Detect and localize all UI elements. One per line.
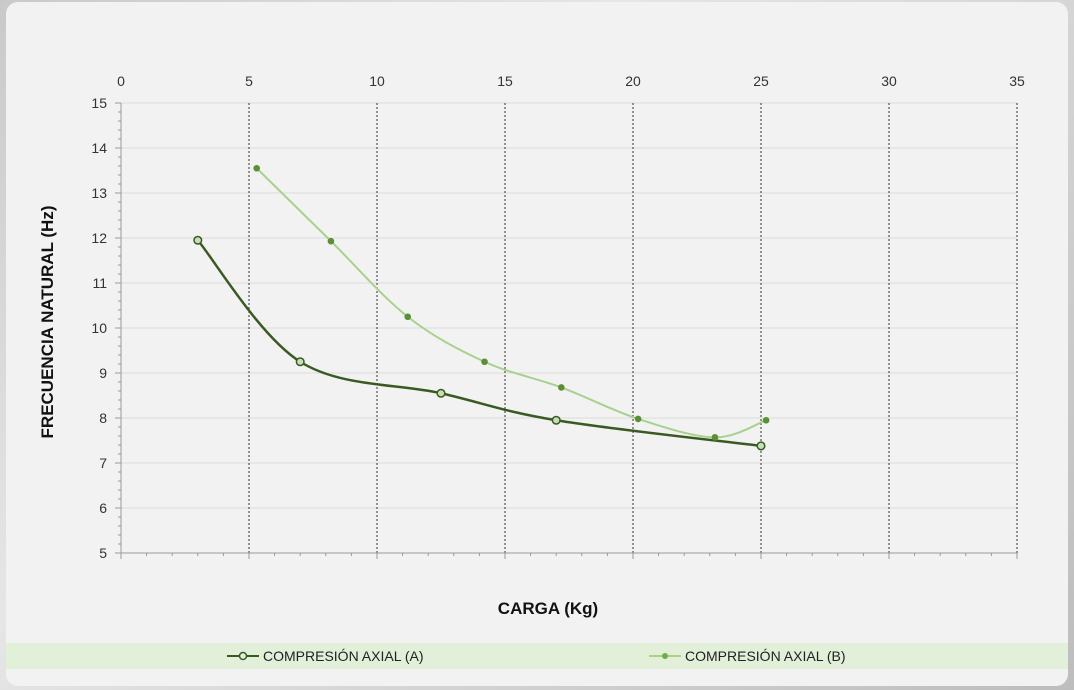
chart-panel [6, 2, 1068, 686]
legend-label-a: COMPRESIÓN AXIAL (A) [263, 648, 424, 664]
data-point-b [634, 415, 642, 423]
series [193, 164, 770, 451]
legend-marker-b [649, 653, 681, 659]
data-point-a [193, 235, 203, 245]
data-point-b [404, 313, 412, 321]
data-point-a [295, 357, 305, 367]
x-tick-label: 30 [881, 73, 897, 89]
y-tick-label: 11 [92, 275, 107, 291]
y-tick-label: 6 [99, 500, 107, 516]
axes: 5 6 7 8 9 10 11 12 13 14 15 0 5 10 15 20 25 30 35 [91, 73, 1025, 561]
x-tick-label: 0 [117, 73, 125, 89]
data-point-b [253, 164, 260, 172]
legend-marker-a [227, 651, 259, 661]
series-line-b [255, 167, 767, 439]
x-tick-label: 25 [753, 73, 769, 89]
x-tick-label: 15 [497, 73, 513, 89]
y-tick-label: 8 [99, 410, 107, 426]
data-point-a [436, 388, 446, 398]
x-tick-label: 10 [369, 73, 385, 89]
x-axis-title: CARGA (Kg) [498, 599, 598, 618]
data-point-a [551, 415, 561, 425]
legend-item-series-b: COMPRESIÓN AXIAL (B) [648, 643, 846, 669]
y-tick-label: 5 [99, 545, 107, 561]
y-tick-label: 14 [91, 140, 107, 156]
series-line-a [196, 239, 762, 448]
data-point-b [327, 237, 335, 245]
y-tick-label: 10 [91, 320, 107, 336]
legend-label-b: COMPRESIÓN AXIAL (B) [685, 648, 846, 664]
data-point-a [756, 441, 766, 451]
y-axis-title: FRECUENCIA NATURAL (Hz) [38, 206, 57, 439]
y-tick-label: 13 [91, 185, 107, 201]
grid [121, 102, 1018, 553]
y-tick-label: 7 [99, 455, 107, 471]
data-point-b [762, 416, 770, 424]
data-point-b [481, 358, 488, 366]
y-tick-label: 9 [99, 365, 107, 381]
y-tick-label: 12 [91, 230, 107, 246]
legend: COMPRESIÓN AXIAL (A) COMPRESIÓN AXIAL (B… [6, 643, 1068, 669]
data-point-b [558, 384, 565, 391]
y-tick-label: 15 [91, 95, 107, 111]
legend-item-series-a: COMPRESIÓN AXIAL (A) [226, 643, 424, 669]
x-tick-label: 5 [245, 73, 253, 89]
x-tick-label: 35 [1009, 73, 1025, 89]
data-point-b [711, 434, 719, 441]
x-tick-label: 20 [625, 73, 641, 89]
